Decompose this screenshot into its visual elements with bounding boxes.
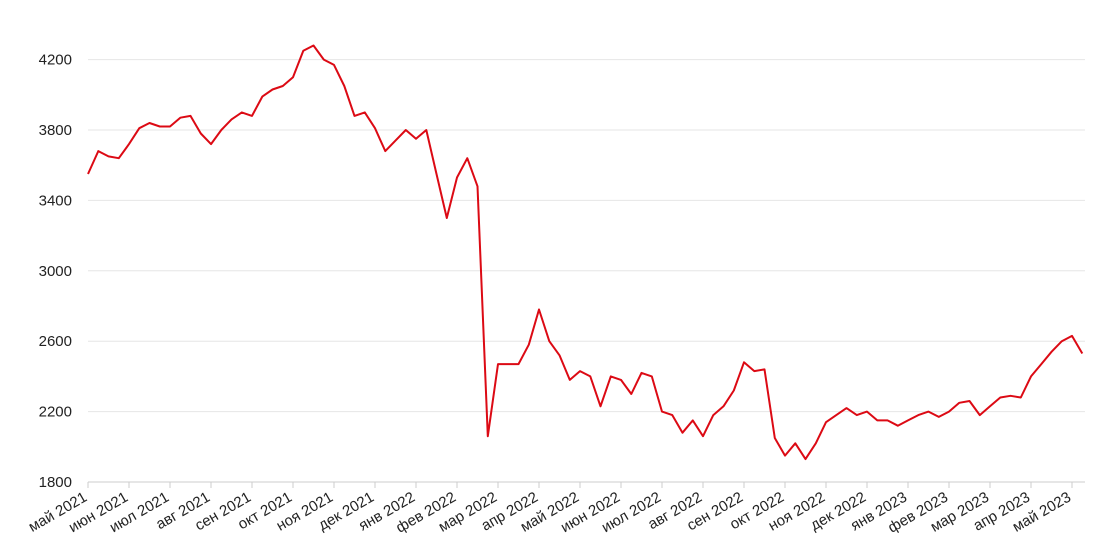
y-tick-label: 4200 bbox=[39, 52, 72, 69]
y-tick-label: 1800 bbox=[39, 474, 72, 491]
y-tick-label: 2600 bbox=[39, 333, 72, 350]
y-tick-label: 3000 bbox=[39, 263, 72, 280]
y-tick-label: 3800 bbox=[39, 122, 72, 139]
y-tick-label: 3400 bbox=[39, 192, 72, 209]
y-tick-label: 2200 bbox=[39, 404, 72, 421]
data-line bbox=[87, 44, 1084, 461]
